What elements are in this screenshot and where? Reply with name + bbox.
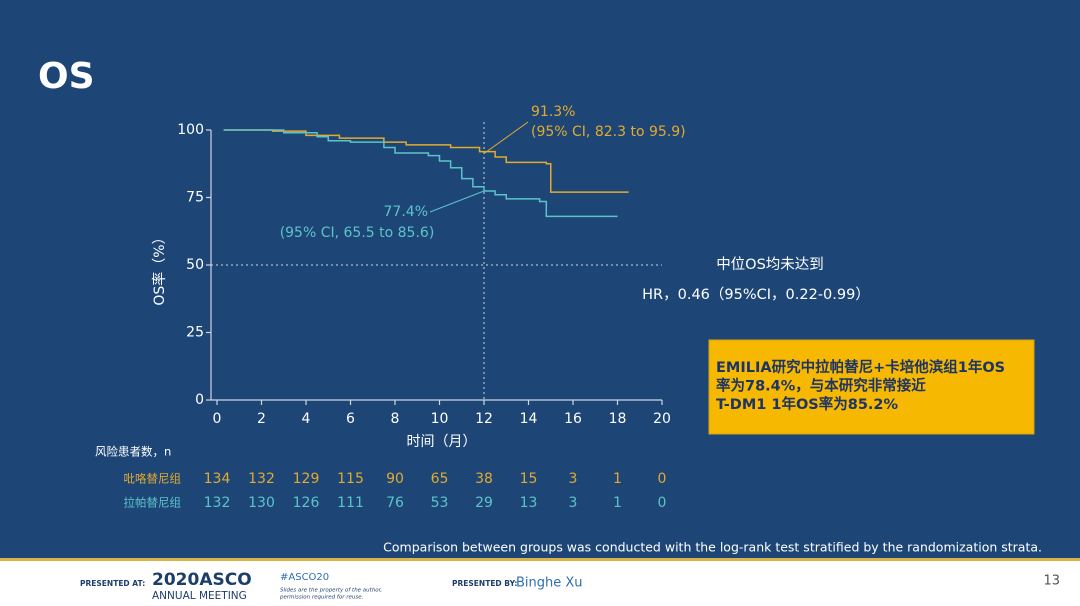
risk-count: 132 (248, 471, 275, 487)
risk-count: 90 (386, 471, 404, 487)
slide-title: OS (38, 56, 95, 97)
footer-band (0, 560, 1080, 606)
risk-count: 1 (613, 495, 622, 511)
annotation-text: 91.3% (531, 104, 575, 120)
highlight-text: T-DM1 1年OS率为85.2% (716, 395, 899, 413)
risk-count: 13 (520, 495, 538, 511)
stats-text: HR，0.46（95%CI，0.22-0.99） (642, 286, 870, 303)
survival-curve (223, 129, 618, 218)
risk-row-name: 拉帕替尼组 (124, 496, 182, 510)
risk-table-title: 风险患者数，n (95, 445, 171, 459)
page-number: 13 (1043, 574, 1060, 589)
risk-count: 132 (204, 495, 231, 511)
presented-at: PRESENTED AT: (80, 579, 145, 588)
disclaimer: permission required for reuse. (279, 595, 364, 601)
hashtag: #ASCO20 (280, 572, 329, 583)
y-tick-label: 100 (177, 122, 204, 138)
risk-count: 1 (613, 471, 622, 487)
x-tick-label: 18 (609, 411, 627, 427)
risk-count: 126 (293, 495, 320, 511)
risk-count: 0 (658, 471, 667, 487)
risk-count: 76 (386, 495, 404, 511)
x-tick-label: 16 (564, 411, 582, 427)
footnote: Comparison between groups was conducted … (383, 540, 1042, 555)
x-tick-label: 10 (431, 411, 449, 427)
y-tick-label: 25 (186, 325, 204, 341)
footer-rule (0, 558, 1080, 561)
x-tick-label: 0 (213, 411, 222, 427)
annotation-leader (483, 121, 529, 154)
presented-by: PRESENTED BY: (452, 579, 517, 588)
risk-count: 15 (520, 471, 538, 487)
annotation-text: (95% CI, 65.5 to 85.6) (280, 225, 435, 241)
stats-text: 中位OS均未达到 (716, 256, 824, 273)
risk-count: 0 (658, 495, 667, 511)
x-tick-label: 14 (520, 411, 538, 427)
y-tick-label: 50 (186, 257, 204, 273)
y-tick-label: 75 (186, 190, 204, 206)
annotation-text: (95% CI, 82.3 to 95.9) (531, 124, 686, 140)
annotation-leader (429, 190, 485, 213)
risk-count: 3 (569, 495, 578, 511)
risk-count: 130 (248, 495, 275, 511)
x-tick-label: 4 (302, 411, 311, 427)
survival-curve (223, 129, 629, 193)
risk-count: 65 (431, 471, 449, 487)
risk-count: 53 (431, 495, 449, 511)
y-tick-label: 0 (195, 392, 204, 408)
highlight-text: EMILIA研究中拉帕替尼+卡培他滨组1年OS (716, 358, 1005, 376)
risk-count: 3 (569, 471, 578, 487)
x-tick-label: 8 (391, 411, 400, 427)
risk-count: 29 (475, 495, 493, 511)
x-tick-label: 6 (346, 411, 355, 427)
risk-count: 111 (337, 495, 364, 511)
meeting-year: 2020ASCO (152, 570, 252, 590)
risk-count: 115 (337, 471, 364, 487)
risk-row-name: 吡咯替尼组 (124, 472, 182, 486)
risk-count: 129 (293, 471, 320, 487)
annotation-text: 77.4% (384, 204, 428, 220)
x-tick-label: 20 (653, 411, 671, 427)
x-tick-label: 2 (257, 411, 266, 427)
presenter: Binghe Xu (516, 576, 583, 591)
risk-count: 38 (475, 471, 493, 487)
risk-count: 134 (204, 471, 231, 487)
disclaimer: Slides are the property of the author, (280, 588, 382, 594)
x-tick-label: 12 (475, 411, 493, 427)
meeting-name: ANNUAL MEETING (152, 590, 247, 602)
x-axis-label: 时间（月） (407, 434, 477, 450)
highlight-box (708, 339, 1035, 435)
highlight-text: 率为78.4%，与本研究非常接近 (716, 377, 926, 395)
y-axis-label: OS率（%） (151, 230, 168, 305)
